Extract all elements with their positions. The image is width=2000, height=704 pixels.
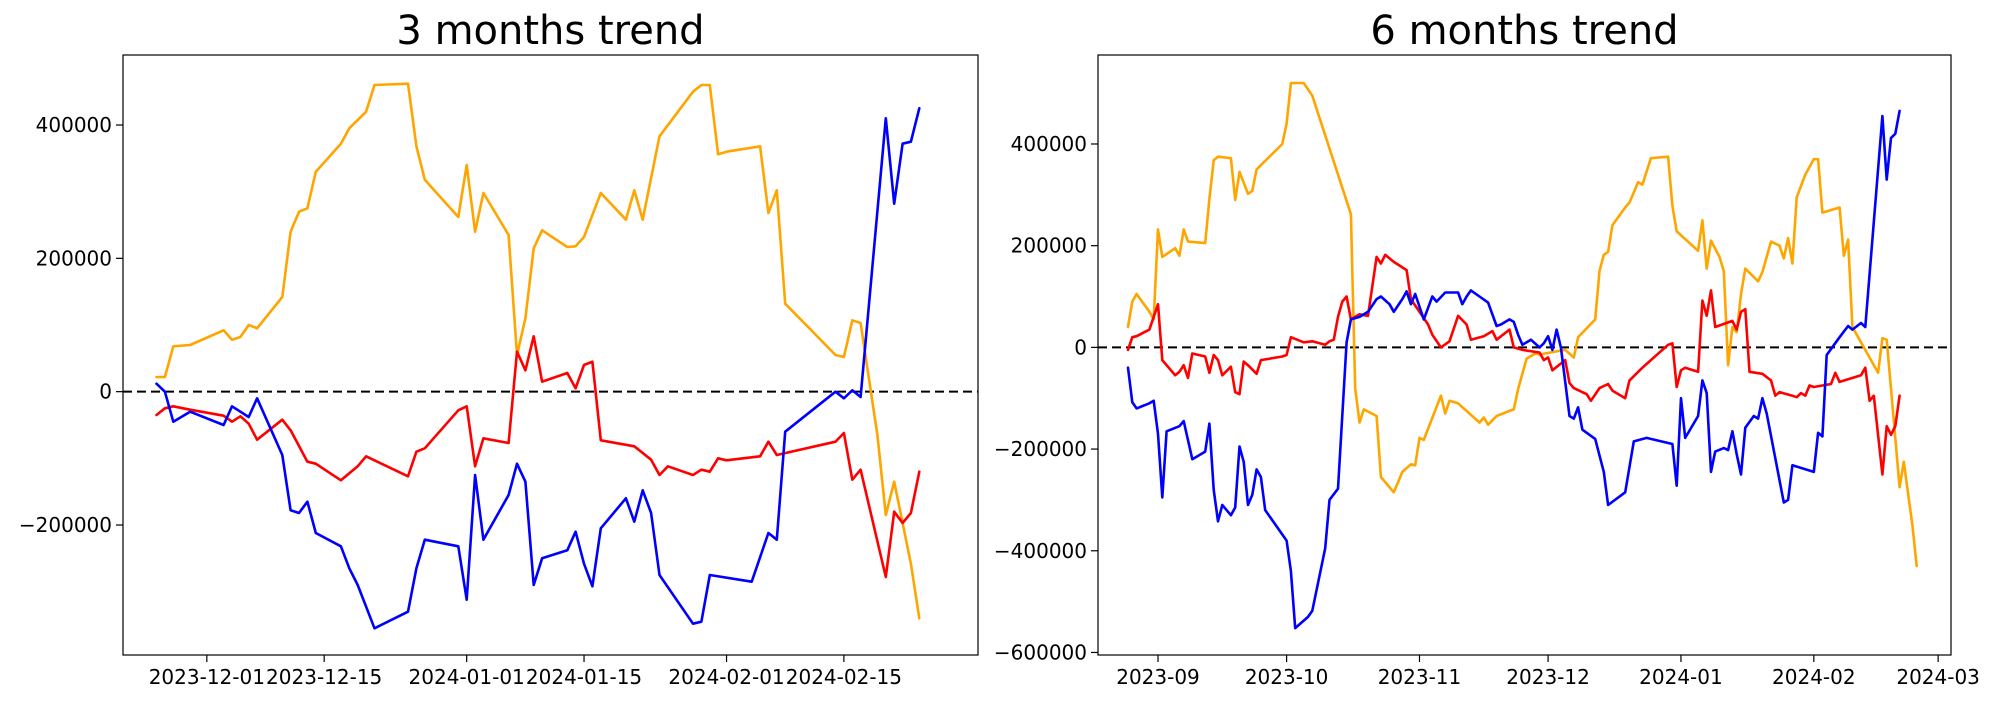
x-tick-label: 2023-10	[1245, 665, 1329, 689]
y-tick-label: 200000	[1011, 234, 1087, 258]
x-tick-label: 2024-01-01	[409, 665, 525, 689]
x-tick-label: 2023-12	[1506, 665, 1590, 689]
chart-panel-3-months: 3 months trend −200000 0 200000 400000 2023-1…	[19, 8, 979, 689]
axes-frame	[1097, 54, 1952, 656]
axes-frame	[122, 54, 979, 656]
x-tick-label: 2023-09	[1116, 665, 1200, 689]
y-tick-label: −200000	[994, 437, 1087, 461]
x-tick-label: 2023-12-15	[266, 665, 382, 689]
chart-title: 6 months trend	[1370, 8, 1678, 54]
series-line-0	[155, 82, 921, 620]
chart-panel-6-months: 6 months trend −600000 −400000 −200000 0 2000…	[994, 8, 1980, 689]
x-tick-label: 2024-01	[1639, 665, 1723, 689]
y-tick-label: 0	[1074, 335, 1087, 359]
series-line-0	[1126, 81, 1918, 568]
y-tick-label: 400000	[36, 113, 112, 137]
x-tick-label: 2024-01-15	[526, 665, 642, 689]
x-tick-label: 2024-02-01	[668, 665, 784, 689]
y-tick-label: −600000	[994, 640, 1087, 664]
x-tick-label: 2023-11	[1378, 665, 1462, 689]
y-tick-label: −200000	[19, 513, 112, 537]
y-tick-label: −400000	[994, 539, 1087, 563]
x-tick-label: 2024-03	[1896, 665, 1980, 689]
x-tick-label: 2023-12-01	[149, 665, 265, 689]
series-line-1	[155, 334, 921, 579]
chart-title: 3 months trend	[396, 8, 704, 54]
series-line-1	[1126, 253, 1901, 476]
y-tick-label: 0	[99, 380, 112, 404]
y-tick-label: 200000	[36, 246, 112, 270]
x-tick-label: 2024-02	[1772, 665, 1856, 689]
series-line-2	[1126, 109, 1901, 630]
x-tick-label: 2024-02-15	[786, 665, 902, 689]
series-line-2	[155, 107, 921, 630]
y-tick-label: 400000	[1011, 132, 1087, 156]
